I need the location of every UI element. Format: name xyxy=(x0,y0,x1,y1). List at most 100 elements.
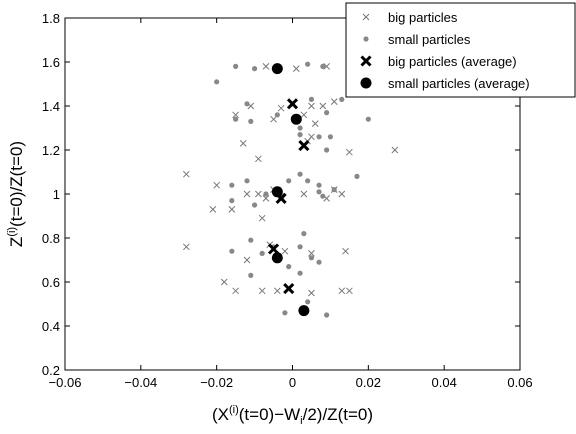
small-particle-point xyxy=(274,112,280,118)
x-stroke xyxy=(239,140,247,147)
x-stroke xyxy=(243,256,251,264)
x-stroke xyxy=(182,170,190,178)
big-particle-point xyxy=(232,111,239,119)
y-tick-label: 0.2 xyxy=(42,363,60,378)
small-particle-point xyxy=(297,171,303,177)
small-particle-point xyxy=(324,312,330,318)
big-particle-point xyxy=(270,115,277,123)
small-particle-average-point xyxy=(271,186,283,198)
big-particle-point xyxy=(243,190,251,198)
legend-label: small particles (average) xyxy=(388,76,530,91)
y-tick-label: 1.6 xyxy=(42,55,60,70)
big-particle-point xyxy=(338,190,346,198)
big-particle-point xyxy=(220,278,228,286)
x-tick-label: −0.06 xyxy=(49,375,82,390)
small-particle-average-point xyxy=(290,113,302,125)
x-tick-label: 0.06 xyxy=(507,375,532,390)
x-stroke xyxy=(346,148,353,156)
small-particle-point xyxy=(316,182,322,188)
x-stroke xyxy=(247,102,255,110)
y-tick-label: 0.4 xyxy=(42,319,60,334)
small-particle-point xyxy=(248,118,254,124)
x-stroke xyxy=(298,140,310,152)
small-particle-point xyxy=(316,189,322,195)
small-particle-point xyxy=(229,248,235,254)
big-particle-point xyxy=(330,98,338,105)
small-particle-average-point xyxy=(298,305,310,317)
x-stroke xyxy=(311,120,319,127)
x-stroke xyxy=(220,278,228,286)
big-particle-average-point xyxy=(267,243,280,255)
big-particle-average-point xyxy=(283,283,295,295)
big-particle-point xyxy=(391,146,399,154)
small-particle-point xyxy=(248,237,254,243)
x-stroke xyxy=(319,102,327,110)
small-particle-point xyxy=(248,272,254,278)
x-stroke xyxy=(262,63,270,70)
x-tick-label: 0.02 xyxy=(356,375,381,390)
big-particle-point xyxy=(182,170,190,178)
x-tick-label: 0 xyxy=(289,375,296,390)
small-particle-point xyxy=(324,110,330,116)
big-particle-point xyxy=(346,287,353,295)
big-particle-average-point xyxy=(298,140,310,152)
small-particle-point xyxy=(244,101,250,107)
y-axis-label: Z(i)(t=0)/Z(t=0) xyxy=(6,141,26,247)
x-stroke xyxy=(308,250,315,257)
x-stroke xyxy=(255,190,262,198)
small-particle-point xyxy=(297,244,303,250)
big-particle-point xyxy=(262,195,270,202)
x-stroke xyxy=(286,98,299,110)
big-particle-point xyxy=(338,287,346,295)
x-stroke xyxy=(323,195,330,202)
x-stroke xyxy=(362,13,370,21)
x-tick-label: −0.04 xyxy=(124,375,157,390)
x-stroke xyxy=(228,206,236,213)
x-stroke xyxy=(283,283,295,295)
x-stroke xyxy=(275,192,287,204)
big-particle-point xyxy=(300,111,308,119)
small-particle-point xyxy=(229,182,235,188)
x-axis-label: (X(i)(t=0)−Wi/2)/Z(t=0) xyxy=(212,404,373,427)
small-particle-point xyxy=(259,250,265,256)
small-particle-point xyxy=(301,231,307,237)
x-stroke xyxy=(338,190,346,198)
big-particle-point xyxy=(323,63,330,70)
small-particle-point xyxy=(297,125,303,131)
x-stroke xyxy=(255,155,262,163)
big-particle-point xyxy=(228,206,236,213)
legend-label: big particles (average) xyxy=(388,54,517,69)
big-particle-point xyxy=(292,65,300,72)
small-particle-point xyxy=(286,264,292,270)
x-tick-label: 0.04 xyxy=(432,375,457,390)
big-particle-point xyxy=(258,287,266,295)
x-stroke xyxy=(267,243,280,255)
x-stroke xyxy=(232,111,239,119)
small-particle-point xyxy=(233,116,239,122)
legend-marker xyxy=(360,55,372,67)
x-stroke xyxy=(258,214,266,222)
x-stroke xyxy=(360,55,372,67)
x-stroke xyxy=(300,111,308,119)
big-particle-point xyxy=(213,181,221,189)
x-stroke xyxy=(277,104,285,112)
big-particle-average-point xyxy=(286,98,299,110)
x-stroke xyxy=(281,247,289,255)
y-tick-label: 1.8 xyxy=(42,11,60,26)
big-particle-point xyxy=(243,256,251,264)
big-particle-point xyxy=(308,102,315,110)
x-stroke xyxy=(209,206,217,213)
big-particle-point xyxy=(308,250,315,257)
x-stroke xyxy=(270,115,277,123)
small-particle-point xyxy=(251,66,258,72)
legend-marker xyxy=(362,13,370,21)
x-stroke xyxy=(300,190,308,198)
big-particle-point xyxy=(346,148,353,156)
small-particle-point xyxy=(233,63,239,69)
x-stroke xyxy=(338,287,346,295)
y-tick-label: 1.4 xyxy=(42,99,60,114)
x-stroke xyxy=(292,65,300,72)
small-particle-point xyxy=(297,270,303,276)
y-tick-label: 1 xyxy=(53,187,60,202)
x-stroke xyxy=(342,247,349,255)
